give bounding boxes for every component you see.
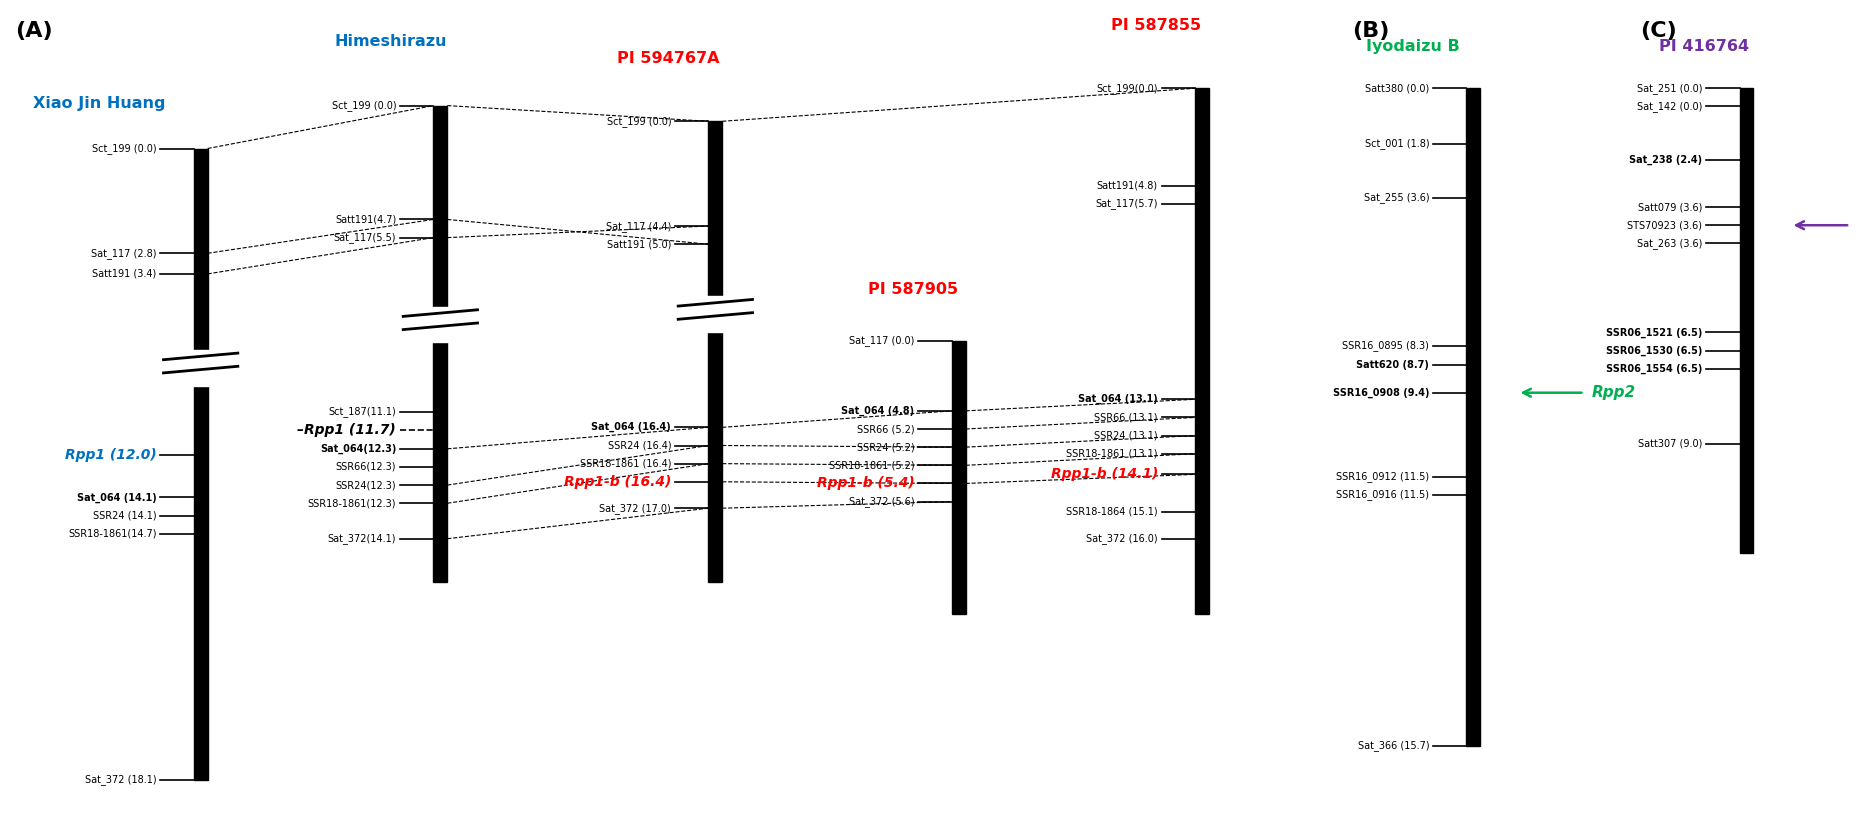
Text: SSR06_1521 (6.5): SSR06_1521 (6.5) [1604,328,1701,337]
Text: Xiao Jin Huang: Xiao Jin Huang [33,97,165,111]
Text: SSR18-1861(14.7): SSR18-1861(14.7) [69,529,156,539]
Text: Sat_263 (3.6): Sat_263 (3.6) [1636,238,1701,249]
Bar [693,296,737,332]
Text: Rpp1-b (5.4): Rpp1-b (5.4) [817,477,914,490]
Text: (C): (C) [1640,21,1677,40]
Text: PI 587855: PI 587855 [1110,18,1201,33]
Text: Himeshirazu: Himeshirazu [334,35,448,50]
Text: Satt307 (9.0): Satt307 (9.0) [1638,439,1701,449]
Text: Sct_199 (0.0): Sct_199 (0.0) [331,100,396,111]
Text: Sat_372 (16.0): Sat_372 (16.0) [1086,533,1157,544]
Bar [178,350,223,386]
Text: SSR66 (13.1): SSR66 (13.1) [1094,412,1157,422]
Text: Sat_251 (0.0): Sat_251 (0.0) [1636,82,1701,94]
Text: Sct_199 (0.0): Sct_199 (0.0) [605,116,670,127]
Text: Rpp1-b (14.1): Rpp1-b (14.1) [1049,468,1157,481]
Text: SSR24 (16.4): SSR24 (16.4) [607,441,670,450]
Text: SSR16_0908 (9.4): SSR16_0908 (9.4) [1331,388,1428,398]
Text: Satt191 (3.4): Satt191 (3.4) [93,269,156,279]
Text: Sat_064 (4.8): Sat_064 (4.8) [841,406,914,416]
Text: STS70923 (3.6): STS70923 (3.6) [1627,220,1701,230]
Text: SSR18-1861 (16.4): SSR18-1861 (16.4) [579,459,670,469]
Text: SSR06_1530 (6.5): SSR06_1530 (6.5) [1604,346,1701,356]
Text: SSR24(12.3): SSR24(12.3) [336,480,396,490]
Bar [1465,88,1480,746]
Text: SSR18-1861 (13.1): SSR18-1861 (13.1) [1066,449,1157,459]
Text: Sat_372 (5.6): Sat_372 (5.6) [849,496,914,507]
Text: Sat_117(5.7): Sat_117(5.7) [1096,198,1157,210]
Text: Sat_372 (17.0): Sat_372 (17.0) [600,502,670,514]
Text: –Rpp1 (11.7): –Rpp1 (11.7) [297,423,396,436]
Bar [1194,88,1209,614]
Bar [433,106,448,330]
Text: Sct_199(0.0): Sct_199(0.0) [1096,82,1157,94]
Text: Satt620 (8.7): Satt620 (8.7) [1356,360,1428,370]
Text: SSR16_0916 (11.5): SSR16_0916 (11.5) [1335,489,1428,501]
Text: SSR06_1554 (6.5): SSR06_1554 (6.5) [1604,364,1701,374]
Text: Sat_372 (18.1): Sat_372 (18.1) [85,774,156,785]
Text: Satt191 (5.0): Satt191 (5.0) [607,239,670,249]
Text: Sat_117 (2.8): Sat_117 (2.8) [91,248,156,259]
Text: PI 594767A: PI 594767A [617,51,719,66]
Text: SSR24 (14.1): SSR24 (14.1) [93,511,156,521]
Bar [433,326,448,582]
Text: Sat_117 (4.4): Sat_117 (4.4) [605,220,670,232]
Text: Sat_117 (0.0): Sat_117 (0.0) [849,335,914,346]
Text: SSR24 (13.1): SSR24 (13.1) [1094,431,1157,441]
Text: Satt079 (3.6): Satt079 (3.6) [1638,202,1701,212]
Text: SSR24 (5.2): SSR24 (5.2) [856,442,914,452]
Text: Rpp2: Rpp2 [1591,385,1634,400]
Text: Sat_366 (15.7): Sat_366 (15.7) [1357,740,1428,752]
Bar [193,369,208,780]
Text: Sct_199 (0.0): Sct_199 (0.0) [91,143,156,154]
Text: Satt191(4.8): Satt191(4.8) [1096,181,1157,191]
Bar [708,315,722,582]
Text: PI 587905: PI 587905 [867,282,958,297]
Text: Rpp1 (12.0): Rpp1 (12.0) [65,449,156,462]
Bar [1738,88,1753,553]
Text: (B): (B) [1352,21,1389,40]
Text: Sct_001 (1.8): Sct_001 (1.8) [1363,138,1428,149]
Bar [708,121,722,320]
Text: SSR66 (5.2): SSR66 (5.2) [856,424,914,434]
Text: Satt191(4.7): Satt191(4.7) [334,214,396,224]
Text: SSR18-1864 (15.1): SSR18-1864 (15.1) [1066,507,1157,516]
Text: SSR16_0895 (8.3): SSR16_0895 (8.3) [1341,340,1428,351]
Text: Sat_064 (14.1): Sat_064 (14.1) [76,493,156,502]
Text: SSR66(12.3): SSR66(12.3) [336,462,396,472]
Text: SSR18-1861(12.3): SSR18-1861(12.3) [308,498,396,508]
Text: Sat_064 (16.4): Sat_064 (16.4) [591,422,670,432]
Bar [418,307,462,342]
Text: Sat_117(5.5): Sat_117(5.5) [334,232,396,243]
Text: Sat_255 (3.6): Sat_255 (3.6) [1363,192,1428,204]
Text: (A): (A) [15,21,52,40]
Text: Satt380 (0.0): Satt380 (0.0) [1365,83,1428,93]
Bar [193,148,208,374]
Text: Sct_187(11.1): Sct_187(11.1) [329,406,396,417]
Text: PI 416764: PI 416764 [1658,39,1749,54]
Text: SSR18-1861 (5.2): SSR18-1861 (5.2) [828,460,914,470]
Bar [951,341,966,614]
Text: Sat_142 (0.0): Sat_142 (0.0) [1636,101,1701,112]
Text: Iyodaizu B: Iyodaizu B [1365,39,1458,54]
Text: SSR16_0912 (11.5): SSR16_0912 (11.5) [1335,471,1428,483]
Text: Sat_064(12.3): Sat_064(12.3) [319,444,396,454]
Text: Rpp1-b (16.4): Rpp1-b (16.4) [563,475,670,488]
Text: Sat_064 (13.1): Sat_064 (13.1) [1077,394,1157,404]
Text: Sat_238 (2.4): Sat_238 (2.4) [1629,155,1701,165]
Text: Sat_372(14.1): Sat_372(14.1) [327,533,396,544]
